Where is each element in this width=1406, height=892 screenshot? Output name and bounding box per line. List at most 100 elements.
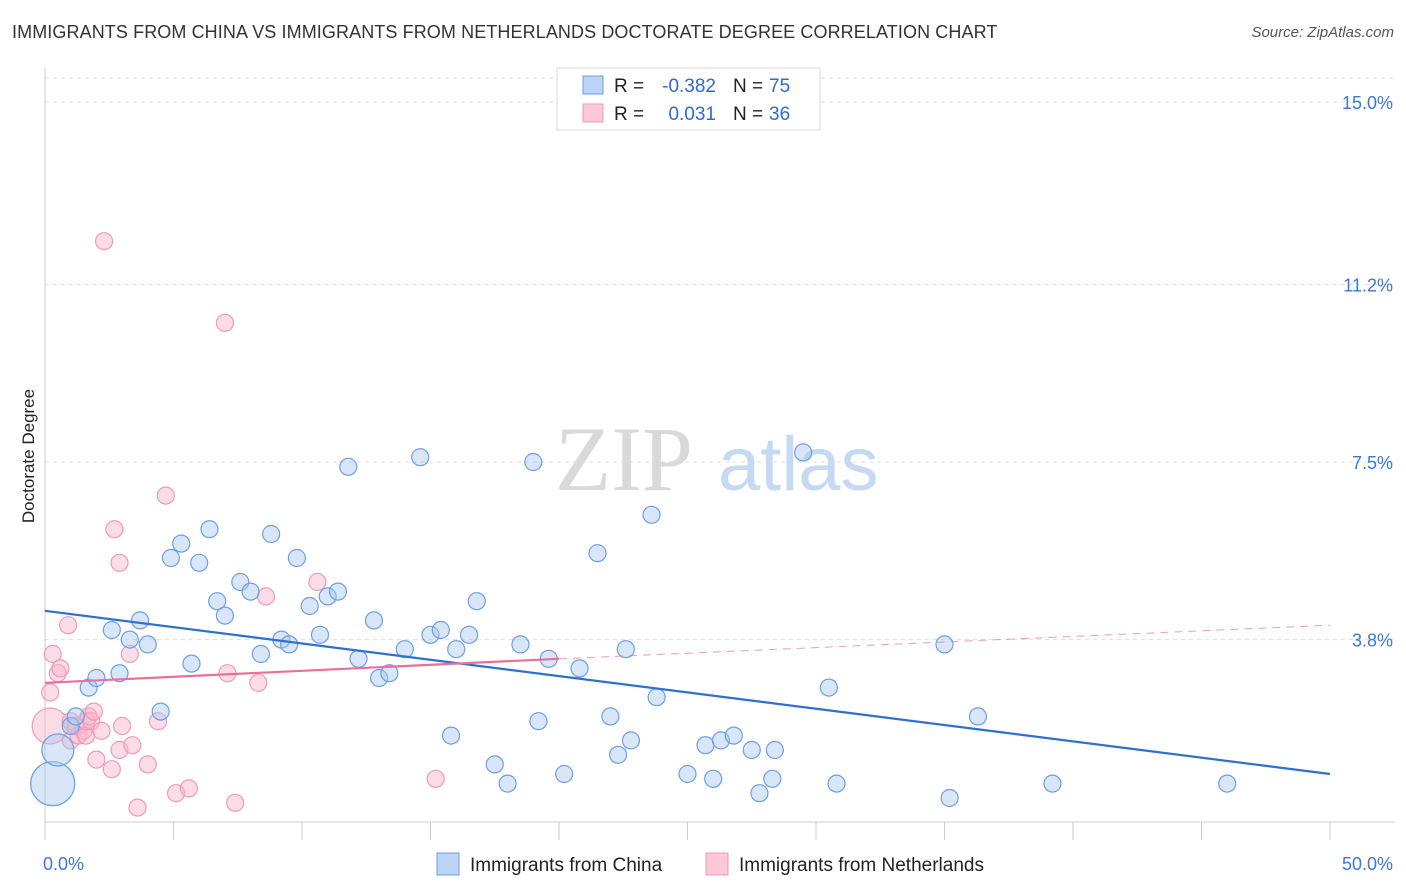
netherlands-point bbox=[123, 736, 142, 755]
china-point bbox=[940, 788, 959, 808]
china-point bbox=[609, 745, 628, 764]
china-point bbox=[763, 769, 782, 788]
bottom-legend-netherlands-swatch bbox=[705, 852, 729, 876]
watermark: ZIP atlas bbox=[555, 408, 879, 510]
china-point bbox=[467, 592, 486, 611]
china-point bbox=[642, 505, 661, 524]
netherlands-point bbox=[226, 793, 245, 812]
china-point bbox=[827, 774, 846, 793]
china-point bbox=[215, 606, 234, 625]
china-point bbox=[41, 733, 75, 767]
netherlands-point bbox=[110, 553, 129, 572]
china-point bbox=[794, 443, 813, 462]
china-point bbox=[647, 688, 666, 707]
netherlands-point bbox=[95, 232, 114, 251]
china-point bbox=[66, 707, 85, 726]
y-axis-label: Doctorate Degree bbox=[19, 389, 38, 523]
axes bbox=[44, 68, 1395, 840]
netherlands-point bbox=[102, 760, 121, 779]
china-point bbox=[696, 736, 715, 755]
china-trend-line bbox=[44, 609, 1331, 776]
netherlands-point bbox=[249, 673, 268, 692]
china-point bbox=[588, 544, 607, 563]
netherlands-point bbox=[31, 707, 69, 745]
legend-netherlands-r-value: 0.031 bbox=[668, 104, 716, 125]
netherlands-point bbox=[215, 313, 234, 332]
china-point bbox=[151, 702, 170, 721]
china-point bbox=[339, 457, 358, 476]
source-label: Source: ZipAtlas.com bbox=[1251, 24, 1394, 41]
china-point bbox=[524, 452, 543, 472]
china-point bbox=[208, 592, 227, 611]
china-point bbox=[182, 654, 201, 673]
netherlands-point bbox=[426, 769, 445, 788]
x-tick-label: 50.0% bbox=[1342, 854, 1393, 874]
legend-china-r-label: R = bbox=[614, 76, 644, 97]
china-points bbox=[30, 443, 1237, 808]
china-point bbox=[300, 596, 319, 616]
china-point bbox=[110, 664, 129, 683]
legend-china-r-value: -0.382 bbox=[662, 76, 716, 97]
china-point bbox=[968, 707, 988, 726]
china-point bbox=[678, 764, 697, 784]
legend-china-n-value: 75 bbox=[769, 76, 790, 97]
china-point bbox=[742, 740, 761, 760]
netherlands-points bbox=[31, 232, 445, 817]
legend-netherlands-r-label: R = bbox=[614, 104, 644, 125]
china-point bbox=[750, 784, 769, 803]
china-point bbox=[79, 678, 98, 697]
china-point bbox=[87, 668, 106, 688]
china-point bbox=[724, 726, 743, 745]
watermark-atlas: atlas bbox=[718, 422, 879, 507]
china-point bbox=[380, 664, 399, 683]
netherlands-point bbox=[87, 750, 106, 769]
china-point bbox=[102, 620, 121, 640]
netherlands-point bbox=[59, 616, 78, 635]
china-point bbox=[364, 611, 384, 630]
china-point bbox=[161, 548, 181, 568]
china-point bbox=[1218, 774, 1237, 793]
china-point bbox=[616, 640, 635, 659]
watermark-zip: ZIP bbox=[555, 408, 693, 510]
china-point bbox=[447, 640, 466, 659]
china-point bbox=[287, 548, 306, 568]
legend-netherlands-n-value: 36 bbox=[769, 104, 790, 125]
bottom-legend-china-swatch bbox=[436, 852, 460, 876]
china-point bbox=[251, 644, 270, 664]
netherlands-trend-line-extended bbox=[558, 624, 1331, 660]
china-point bbox=[200, 520, 219, 539]
netherlands-point bbox=[51, 659, 70, 678]
china-point bbox=[349, 649, 368, 668]
legend-netherlands-swatch bbox=[582, 103, 604, 123]
china-point bbox=[328, 582, 348, 601]
trend-lines bbox=[44, 609, 1331, 776]
china-point bbox=[61, 716, 80, 736]
y-tick-label: 3.8% bbox=[1352, 631, 1393, 651]
y-tick-label: 15.0% bbox=[1342, 93, 1393, 113]
china-point bbox=[459, 625, 479, 644]
china-point bbox=[431, 620, 450, 640]
china-point bbox=[262, 524, 281, 544]
netherlands-point bbox=[105, 520, 124, 539]
china-point bbox=[395, 640, 414, 659]
y-tick-label: 11.2% bbox=[1343, 275, 1393, 295]
china-point bbox=[30, 760, 76, 807]
china-point bbox=[529, 712, 548, 731]
china-point bbox=[280, 635, 299, 654]
china-point bbox=[570, 659, 589, 678]
legend-netherlands-n-label: N = bbox=[733, 104, 763, 125]
china-point bbox=[935, 635, 954, 654]
y-tick-label: 7.5% bbox=[1352, 453, 1393, 473]
china-point bbox=[621, 731, 641, 750]
x-tick-labels: 0.0% 50.0% bbox=[43, 854, 1393, 874]
netherlands-point bbox=[112, 716, 132, 736]
netherlands-point bbox=[138, 755, 157, 774]
china-point bbox=[441, 726, 461, 745]
gridlines bbox=[45, 77, 1395, 641]
netherlands-point bbox=[179, 779, 199, 798]
netherlands-point bbox=[41, 683, 60, 702]
chart-title: IMMIGRANTS FROM CHINA VS IMMIGRANTS FROM… bbox=[12, 22, 998, 42]
china-point bbox=[190, 553, 209, 572]
x-tick-label: 0.0% bbox=[43, 854, 84, 874]
netherlands-point bbox=[43, 644, 62, 664]
